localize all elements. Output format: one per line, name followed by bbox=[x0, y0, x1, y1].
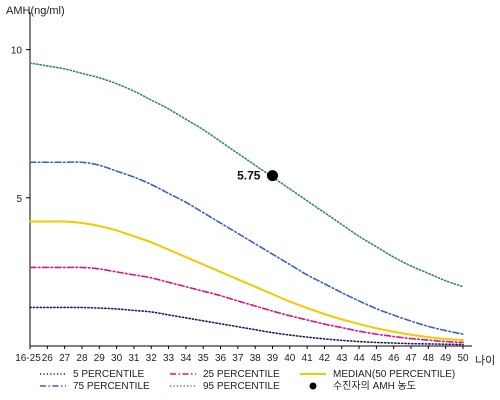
x-tick-label: 28 bbox=[76, 353, 88, 364]
x-tick-label: 26 bbox=[42, 353, 54, 364]
legend-label: 5 PERCENTILE bbox=[73, 369, 144, 380]
x-tick-label: 48 bbox=[423, 353, 435, 364]
y-tick-label: 5 bbox=[16, 194, 22, 205]
annotation-layer: 5.75 bbox=[237, 169, 278, 183]
legend-label: 25 PERCENTILE bbox=[203, 369, 280, 380]
x-tick-label: 45 bbox=[371, 353, 383, 364]
series-line-3 bbox=[29, 161, 464, 335]
legend-swatch bbox=[309, 382, 317, 390]
x-tick-label: 44 bbox=[354, 353, 366, 364]
axes: AMH(ng/ml) 5 10 16-25 26 27 28 29 30 31 32 33 34 35 36… bbox=[6, 5, 495, 367]
series-layer bbox=[29, 62, 464, 346]
series-line-0 bbox=[29, 306, 464, 346]
x-tick-label: 31 bbox=[128, 353, 140, 364]
patient-amh-point bbox=[266, 170, 278, 182]
x-tick-label: 35 bbox=[198, 353, 210, 364]
patient-amh-value-label: 5.75 bbox=[237, 169, 261, 183]
legend: 5 PERCENTILE 25 PERCENTILE MEDIAN(50 PERCE… bbox=[40, 369, 455, 392]
series-line-2 bbox=[29, 220, 464, 342]
x-tick-label: 38 bbox=[250, 353, 262, 364]
x-tick-label: 33 bbox=[163, 353, 175, 364]
x-tick-label: 29 bbox=[94, 353, 106, 364]
x-tick-label: 39 bbox=[267, 353, 279, 364]
x-tick-label: 32 bbox=[146, 353, 158, 364]
x-tick-label: 16-25 bbox=[15, 353, 41, 364]
series-line-1 bbox=[29, 266, 464, 344]
y-tick-label: 10 bbox=[11, 46, 23, 57]
x-tick-label: 47 bbox=[405, 353, 417, 364]
legend-label: 95 PERCENTILE bbox=[203, 381, 280, 392]
x-tick-label: 49 bbox=[440, 353, 452, 364]
series-line-4 bbox=[29, 62, 464, 288]
legend-label: 75 PERCENTILE bbox=[73, 381, 150, 392]
x-tick-label: 40 bbox=[284, 353, 296, 364]
x-tick-label: 34 bbox=[180, 353, 192, 364]
x-tick-label: 41 bbox=[302, 353, 314, 364]
x-tick-label: 42 bbox=[319, 353, 331, 364]
x-tick-label: 46 bbox=[388, 353, 400, 364]
x-tick-label: 30 bbox=[111, 353, 123, 364]
y-axis-title: AMH(ng/ml) bbox=[6, 5, 65, 17]
x-axis-title: 나이 bbox=[475, 354, 495, 367]
x-tick-label: 36 bbox=[215, 353, 227, 364]
x-tick-label: 50 bbox=[457, 353, 469, 364]
legend-label: MEDIAN(50 PERCENTILE) bbox=[333, 369, 455, 380]
legend-label: 수진자의 AMH 농도 bbox=[333, 380, 416, 392]
x-tick-label: 37 bbox=[232, 353, 244, 364]
x-tick-label: 43 bbox=[336, 353, 348, 364]
x-tick-label: 27 bbox=[59, 353, 71, 364]
